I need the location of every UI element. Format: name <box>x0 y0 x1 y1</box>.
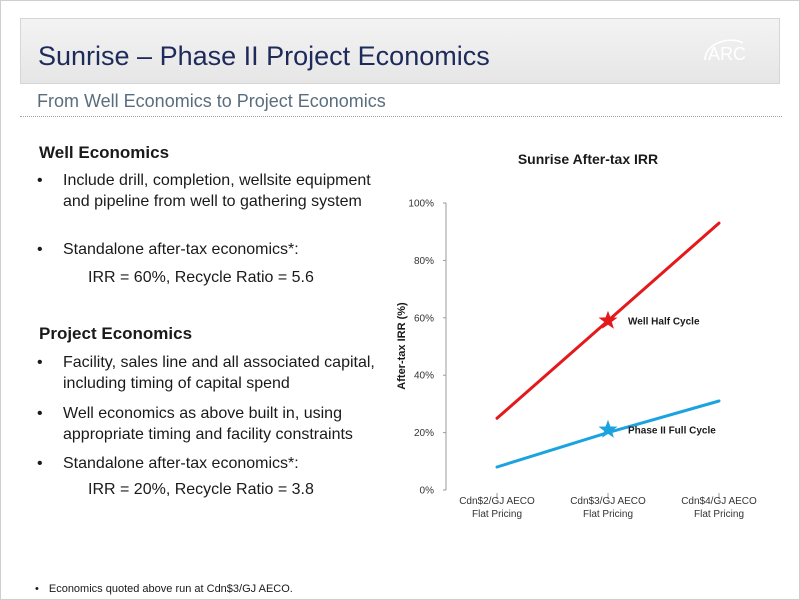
chart-title: Sunrise After-tax IRR <box>518 151 658 167</box>
bullet-text: Well economics as above built in, using … <box>63 405 353 443</box>
bullet-icon: • <box>37 241 43 258</box>
star-marker-icon <box>598 310 618 329</box>
section-heading-well-economics: Well Economics <box>39 143 170 162</box>
y-tick-label: 20% <box>414 428 434 439</box>
series-label-well-half-cycle: Well Half Cycle <box>628 317 700 328</box>
arc-logo: ARC <box>704 39 746 64</box>
x-tick-label: Cdn$2/GJ AECO <box>459 496 535 507</box>
bullet-icon: • <box>37 405 43 422</box>
x-tick-label: Flat Pricing <box>472 509 522 520</box>
bullet-icon: • <box>37 354 43 371</box>
project-economics-result: IRR = 20%, Recycle Ratio = 3.8 <box>88 481 314 498</box>
y-tick-label: 0% <box>420 486 435 497</box>
series-label-phase-ii-full-cycle: Phase II Full Cycle <box>628 426 716 437</box>
bullet-text: Include drill, completion, wellsite equi… <box>63 172 371 210</box>
logo-text: ARC <box>708 44 746 64</box>
divider <box>20 116 782 117</box>
bullet-icon: • <box>37 172 43 189</box>
footnote-text: Economics quoted above run at Cdn$3/GJ A… <box>48 583 293 595</box>
footnote: • Economics quoted above run at Cdn$3/GJ … <box>35 583 293 595</box>
irr-chart: Sunrise After-tax IRR After-tax IRR (%) … <box>396 151 757 520</box>
page-title: Sunrise – Phase II Project Economics <box>38 41 490 71</box>
bullet-text: Facility, sales line and all associated … <box>63 354 375 392</box>
bullet-text: Standalone after-tax economics*: <box>63 455 299 472</box>
title-bar: Sunrise – Phase II Project Economics ARC <box>20 18 780 84</box>
bullet-icon: • <box>37 455 43 472</box>
y-tick-label: 40% <box>414 371 434 382</box>
y-axis-label: After-tax IRR (%) <box>396 302 408 390</box>
bullet-icon: • <box>35 583 39 595</box>
well-economics-result: IRR = 60%, Recycle Ratio = 5.6 <box>88 269 314 286</box>
x-tick-label: Flat Pricing <box>583 509 633 520</box>
slide-subtitle: From Well Economics to Project Economics <box>37 91 386 111</box>
bullet-text: Standalone after-tax economics*: <box>63 241 299 258</box>
section-heading-project-economics: Project Economics <box>39 324 193 343</box>
y-tick-label: 60% <box>414 313 434 324</box>
x-tick-label: Cdn$4/GJ AECO <box>681 496 757 507</box>
star-marker-icon <box>598 419 618 438</box>
y-tick-label: 80% <box>414 256 434 267</box>
x-tick-label: Flat Pricing <box>694 509 744 520</box>
x-tick-label: Cdn$3/GJ AECO <box>570 496 646 507</box>
y-tick-label: 100% <box>408 199 434 210</box>
